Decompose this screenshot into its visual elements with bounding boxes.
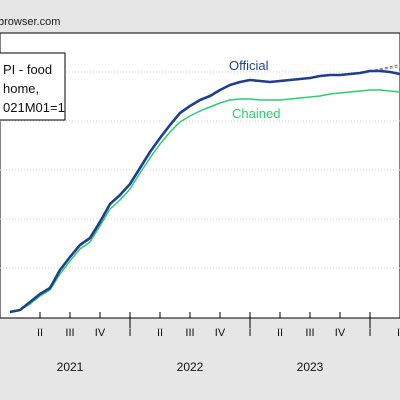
gridlines: [0, 71, 400, 269]
annotation-official: Official: [229, 58, 269, 73]
x-tick-label: III: [185, 327, 194, 339]
x-axis-ticks: [39, 312, 400, 328]
x-tick-label: I: [128, 327, 131, 339]
x-tick-label: III: [65, 327, 74, 339]
legend-line-3: 021M01=1: [3, 100, 65, 115]
projection-line-1: [369, 66, 400, 72]
x-tick-label: IV: [335, 327, 346, 339]
year-label: 2022: [177, 360, 204, 374]
x-tick-label: IV: [95, 327, 106, 339]
x-tick-label: I: [248, 327, 251, 339]
series-lines: [9, 69, 400, 314]
plot-area: [0, 32, 400, 319]
x-tick-label: II: [157, 327, 163, 339]
year-label: 2023: [297, 360, 324, 374]
x-tick-label: II: [397, 327, 400, 339]
year-label: 2021: [57, 360, 84, 374]
x-tick-label: III: [305, 327, 314, 339]
x-tick-label: II: [37, 327, 43, 339]
x-axis-tick-labels: IIIIIIVIIIIIIIVIIIIIIIVIIIIIIIV: [37, 327, 400, 339]
x-axis-year-labels: 2021202220232024: [57, 360, 324, 374]
series-line-official: [9, 69, 400, 314]
x-tick-label: II: [277, 327, 283, 339]
series-line-chained: [9, 89, 400, 313]
legend-line-1: PI - food: [3, 62, 52, 77]
legend-box: [0, 52, 66, 121]
x-tick-label: I: [368, 327, 371, 339]
legend-line-2: home,: [3, 81, 39, 96]
source-label: browser.com: [0, 16, 60, 28]
projection-line-0: [369, 64, 400, 72]
x-tick-label: IV: [215, 327, 226, 339]
projection-lines: [369, 64, 400, 72]
annotation-chained: Chained: [232, 106, 280, 121]
